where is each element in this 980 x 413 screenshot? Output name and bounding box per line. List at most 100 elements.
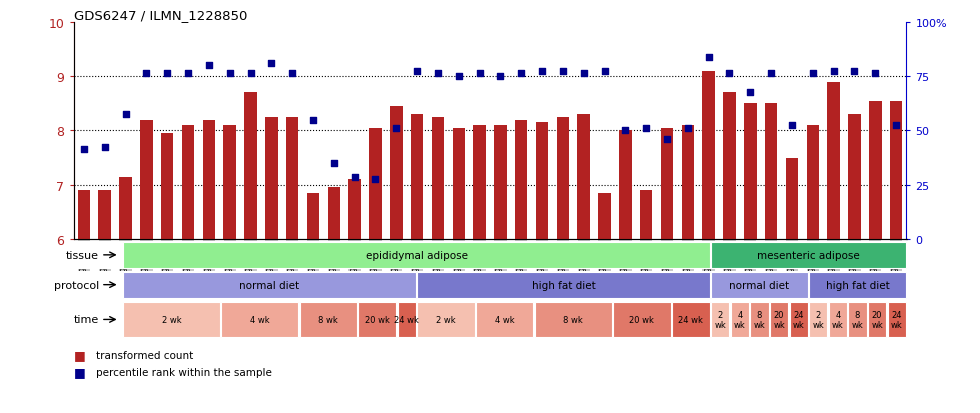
Text: 24 wk: 24 wk — [394, 315, 419, 324]
Text: protocol: protocol — [54, 280, 99, 290]
Bar — [473, 126, 486, 240]
Bar — [786, 158, 798, 240]
FancyBboxPatch shape — [123, 272, 416, 298]
Point — [264, 60, 279, 66]
Point — [138, 71, 154, 78]
Point — [576, 71, 592, 78]
Bar — [327, 188, 340, 240]
Text: 2 wk: 2 wk — [162, 315, 181, 324]
Bar — [557, 118, 569, 240]
Point — [368, 177, 383, 183]
Text: 2
wk: 2 wk — [812, 310, 824, 329]
FancyBboxPatch shape — [731, 302, 749, 337]
Point — [471, 71, 487, 78]
Text: 20 wk: 20 wk — [629, 315, 655, 324]
Point — [680, 125, 696, 132]
Bar — [390, 107, 403, 240]
Bar — [849, 115, 860, 240]
Text: normal diet: normal diet — [729, 280, 790, 290]
Bar — [723, 93, 736, 240]
FancyBboxPatch shape — [770, 302, 788, 337]
Text: tissue: tissue — [66, 250, 99, 260]
Point — [76, 147, 92, 153]
Text: 24
wk: 24 wk — [793, 310, 805, 329]
Bar — [807, 126, 819, 240]
Point — [493, 74, 509, 80]
Point — [784, 122, 800, 129]
Text: 24 wk: 24 wk — [678, 315, 704, 324]
FancyBboxPatch shape — [359, 302, 396, 337]
Point — [555, 68, 570, 75]
Text: 20
wk: 20 wk — [773, 310, 785, 329]
Text: 20
wk: 20 wk — [871, 310, 883, 329]
Bar — [77, 191, 90, 240]
Bar — [411, 115, 423, 240]
Point — [347, 174, 363, 180]
Text: transformed count: transformed count — [96, 350, 193, 360]
Point — [118, 112, 133, 118]
FancyBboxPatch shape — [398, 302, 416, 337]
FancyBboxPatch shape — [221, 302, 298, 337]
Text: percentile rank within the sample: percentile rank within the sample — [96, 367, 271, 377]
Text: 20 wk: 20 wk — [365, 315, 390, 324]
Point — [430, 71, 446, 78]
Point — [160, 71, 175, 78]
Text: 4 wk: 4 wk — [495, 315, 514, 324]
Text: 4 wk: 4 wk — [250, 315, 270, 324]
Text: 24
wk: 24 wk — [891, 310, 903, 329]
Bar — [661, 128, 673, 240]
Text: normal diet: normal diet — [239, 280, 300, 290]
Text: GDS6247 / ILMN_1228850: GDS6247 / ILMN_1228850 — [74, 9, 247, 22]
Bar — [619, 131, 632, 240]
Bar — [98, 191, 111, 240]
Point — [97, 144, 113, 151]
Bar — [890, 101, 903, 240]
Point — [305, 117, 320, 123]
Text: 2 wk: 2 wk — [436, 315, 456, 324]
FancyBboxPatch shape — [809, 302, 827, 337]
FancyBboxPatch shape — [476, 302, 533, 337]
Bar — [765, 104, 777, 240]
FancyBboxPatch shape — [790, 302, 808, 337]
Bar — [869, 101, 882, 240]
Point — [221, 71, 237, 78]
Bar — [536, 123, 549, 240]
Bar — [369, 128, 382, 240]
Text: high fat diet: high fat diet — [531, 280, 596, 290]
Point — [826, 68, 842, 75]
Bar — [431, 118, 444, 240]
FancyBboxPatch shape — [711, 272, 808, 298]
Point — [243, 71, 259, 78]
Bar — [182, 126, 194, 240]
FancyBboxPatch shape — [829, 302, 847, 337]
Point — [805, 71, 820, 78]
Text: mesenteric adipose: mesenteric adipose — [758, 250, 859, 260]
Point — [597, 68, 612, 75]
Point — [180, 71, 196, 78]
FancyBboxPatch shape — [672, 302, 710, 337]
Point — [326, 160, 342, 167]
Bar — [598, 193, 611, 240]
Bar — [286, 118, 298, 240]
FancyBboxPatch shape — [123, 242, 710, 268]
Bar — [640, 191, 653, 240]
Bar — [307, 193, 319, 240]
Bar — [515, 120, 527, 240]
Point — [660, 136, 675, 142]
FancyBboxPatch shape — [417, 302, 474, 337]
Point — [701, 55, 716, 61]
Text: 8 wk: 8 wk — [318, 315, 338, 324]
Text: 4
wk: 4 wk — [734, 310, 746, 329]
Point — [721, 71, 737, 78]
Text: epididymal adipose: epididymal adipose — [366, 250, 467, 260]
Bar — [744, 104, 757, 240]
Point — [201, 63, 217, 69]
Text: 8
wk: 8 wk — [852, 310, 863, 329]
Text: high fat diet: high fat diet — [825, 280, 890, 290]
Point — [867, 71, 883, 78]
FancyBboxPatch shape — [809, 272, 906, 298]
Text: 4
wk: 4 wk — [832, 310, 844, 329]
Bar — [703, 71, 715, 240]
Bar — [577, 115, 590, 240]
Text: ■: ■ — [74, 365, 85, 378]
